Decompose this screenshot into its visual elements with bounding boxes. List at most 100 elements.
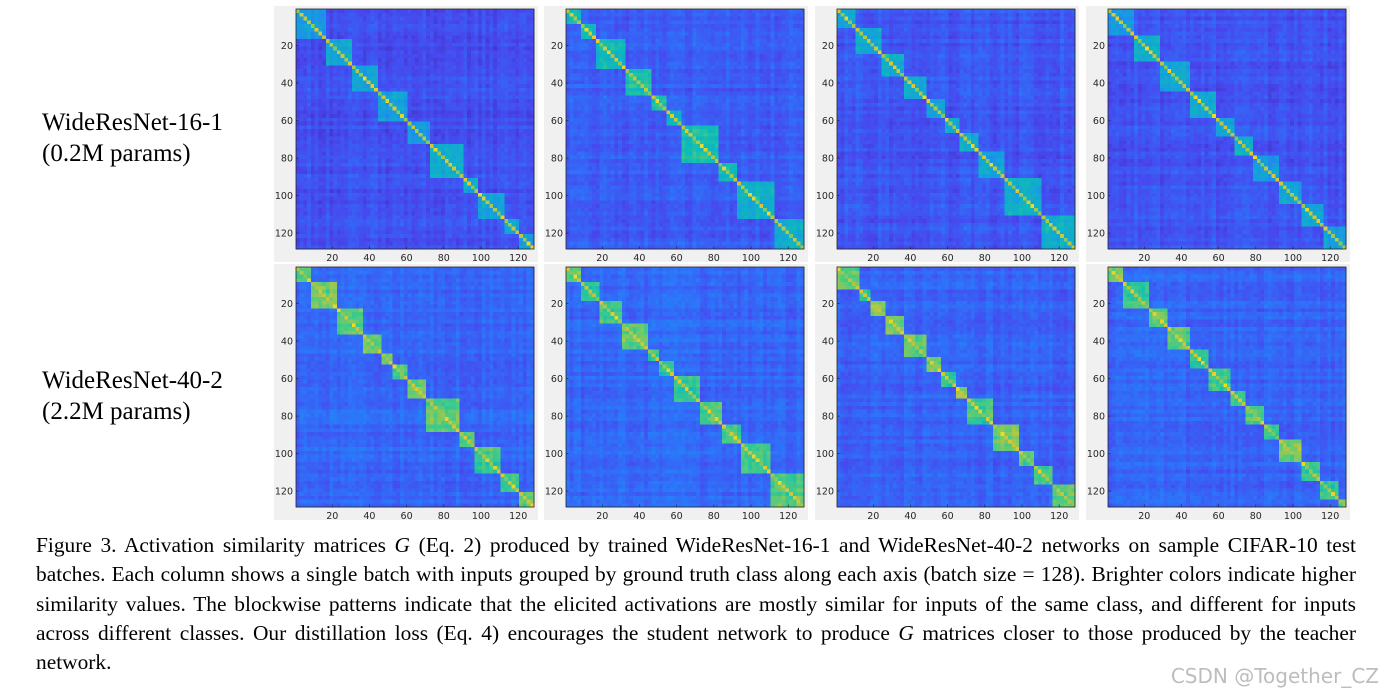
heatmap-cell: [333, 76, 338, 81]
heatmap-cell: [325, 129, 330, 134]
heatmap-cell: [725, 31, 731, 36]
heatmap-cell: [478, 117, 483, 122]
heatmap-cell: [385, 204, 390, 209]
heatmap-cell: [400, 50, 405, 55]
heatmap-cell: [515, 192, 520, 197]
heatmap-cell: [325, 114, 330, 119]
heatmap-cell: [377, 31, 382, 36]
heatmap-cell: [610, 42, 615, 47]
heatmap-cell: [303, 204, 308, 209]
heatmap-cell: [362, 174, 368, 179]
heatmap-cell: [455, 192, 461, 197]
heatmap-cell: [474, 207, 479, 212]
heatmap-cell: [385, 211, 390, 216]
heatmap-cell: [500, 16, 505, 21]
y-tick-label: 60: [281, 116, 293, 127]
heatmap-cell: [452, 125, 457, 130]
heatmap-cell: [740, 12, 745, 17]
heatmap-cell: [377, 140, 382, 145]
heatmap-cell: [441, 69, 446, 74]
heatmap-cell: [318, 222, 323, 227]
heatmap-cell: [530, 226, 535, 231]
heatmap-cell: [392, 12, 397, 17]
heatmap-cell: [388, 42, 394, 47]
heatmap-cell: [310, 241, 315, 246]
heatmap-cell: [370, 76, 375, 81]
heatmap-cell: [314, 211, 319, 216]
heatmap-cell: [396, 20, 401, 25]
heatmap-cell: [770, 12, 775, 17]
heatmap-cell: [437, 72, 442, 77]
heatmap-cell: [670, 24, 675, 29]
heatmap-cell: [707, 35, 712, 40]
heatmap-cell: [744, 16, 749, 21]
heatmap-cell: [796, 24, 801, 29]
heatmap-cell: [647, 31, 652, 36]
heatmap-cell: [366, 84, 371, 89]
heatmap-cell: [400, 211, 405, 216]
heatmap-cell: [459, 91, 464, 96]
heatmap-cell: [792, 50, 797, 55]
heatmap-cell: [455, 84, 461, 89]
heatmap-cell: [374, 132, 379, 137]
heatmap-cell: [359, 230, 364, 235]
heatmap-cell: [329, 39, 334, 44]
heatmap-cell: [400, 20, 405, 25]
heatmap-cell: [374, 16, 379, 21]
heatmap-cell: [489, 106, 494, 111]
heatmap-cell: [370, 27, 375, 32]
heatmap-cell: [459, 147, 464, 152]
heatmap-cell: [452, 185, 457, 190]
heatmap-cell: [351, 196, 356, 201]
heatmap-cell: [467, 65, 472, 70]
heatmap-cell: [403, 114, 408, 119]
heatmap-cell: [530, 200, 535, 205]
heatmap-cell: [344, 87, 349, 92]
heatmap-cell: [362, 50, 368, 55]
heatmap-cell: [418, 65, 423, 70]
heatmap-cell: [785, 39, 790, 44]
heatmap-cell: [336, 226, 342, 231]
heatmap-cell: [459, 230, 464, 235]
heatmap-cell: [418, 162, 423, 167]
heatmap-cell: [437, 121, 442, 126]
heatmap-cell: [474, 80, 479, 85]
heatmap-cell: [418, 189, 423, 194]
heatmap-cell: [329, 76, 334, 81]
heatmap-cell: [452, 20, 457, 25]
heatmap-cell: [325, 185, 330, 190]
heatmap-cell: [415, 50, 420, 55]
heatmap-cell: [511, 166, 516, 171]
heatmap-cell: [333, 39, 338, 44]
heatmap-cell: [348, 189, 353, 194]
heatmap-cell: [474, 20, 479, 25]
heatmap-cell: [448, 162, 453, 167]
heatmap-cell: [359, 185, 364, 190]
heatmap-cell: [485, 170, 490, 175]
heatmap-cell: [314, 114, 319, 119]
heatmap-cell: [444, 219, 449, 224]
heatmap-cell: [336, 20, 342, 25]
heatmap-cell: [318, 46, 323, 51]
heatmap-cell: [333, 84, 338, 89]
heatmap-cell: [647, 27, 652, 32]
heatmap-cell: [485, 12, 490, 17]
heatmap-cell: [348, 159, 353, 164]
heatmap-cell: [511, 80, 516, 85]
heatmap-cell: [314, 189, 319, 194]
heatmap-cell: [511, 20, 516, 25]
heatmap-cell: [670, 54, 675, 59]
heatmap-cell: [299, 114, 304, 119]
heatmap-cell: [441, 155, 446, 160]
heatmap-cell: [489, 166, 494, 171]
heatmap-cell: [325, 24, 330, 29]
heatmap-cell: [577, 39, 582, 44]
heatmap-cell: [422, 54, 427, 59]
heatmap-cell: [296, 211, 301, 216]
heatmap-cell: [299, 140, 304, 145]
heatmap-cell: [351, 245, 356, 250]
heatmap-cell: [385, 42, 390, 47]
heatmap-cell: [452, 192, 457, 197]
heatmap-cell: [344, 166, 349, 171]
heatmap-cell: [422, 170, 427, 175]
